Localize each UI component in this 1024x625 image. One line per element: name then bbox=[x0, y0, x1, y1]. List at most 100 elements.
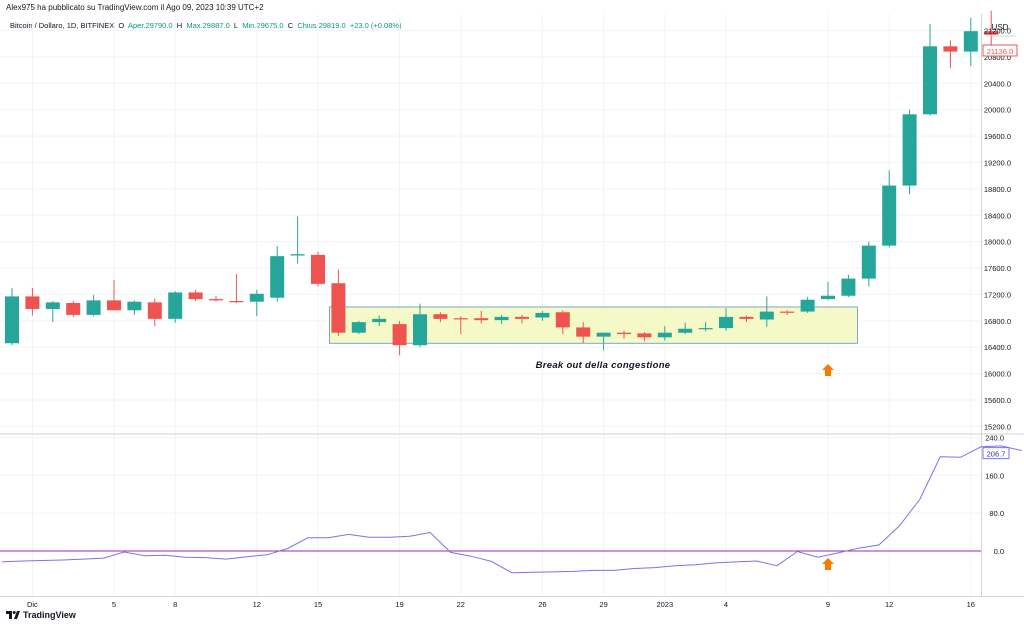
time-tick-label: 29 bbox=[599, 600, 607, 609]
candle-body bbox=[821, 295, 835, 300]
candle-body bbox=[413, 314, 427, 346]
annotation-breakout: Break out della congestione bbox=[536, 360, 671, 371]
tradingview-logo-icon bbox=[6, 611, 20, 619]
candle-body bbox=[209, 299, 223, 301]
price-tick-label: 16800.0 bbox=[984, 317, 1011, 326]
symbol-legend: Bitcoin / Dollaro, 1D, BITFINEX O Aper.2… bbox=[10, 21, 402, 30]
time-tick-label: 9 bbox=[826, 600, 830, 609]
candle-body bbox=[535, 312, 550, 318]
candle-body bbox=[576, 327, 591, 337]
candle-body bbox=[351, 322, 366, 333]
candle-body bbox=[147, 302, 162, 319]
candle-body bbox=[168, 292, 183, 319]
time-tick-label: 26 bbox=[538, 600, 546, 609]
price-tick-label: 18800.0 bbox=[984, 185, 1011, 194]
time-tick-label: 12 bbox=[885, 600, 893, 609]
candle-body bbox=[902, 114, 917, 186]
price-tick-label: 16000.0 bbox=[984, 370, 1011, 379]
candle-body bbox=[923, 46, 937, 115]
close-value: Chius.29819.0 bbox=[297, 21, 346, 30]
time-tick-label: Dic bbox=[27, 600, 38, 609]
candle-body bbox=[372, 318, 387, 323]
candle-body bbox=[229, 301, 244, 303]
price-tick-label: 19200.0 bbox=[984, 158, 1011, 167]
candle-body bbox=[515, 316, 529, 319]
price-tick-label: 20000.0 bbox=[984, 106, 1011, 115]
candle-body bbox=[637, 333, 652, 338]
candle-body bbox=[290, 254, 305, 256]
candle-body bbox=[943, 46, 958, 52]
candle-body bbox=[249, 293, 264, 302]
last-price-box bbox=[982, 44, 1018, 57]
price-tick-label: 15200.0 bbox=[984, 422, 1011, 431]
candle-body bbox=[270, 256, 285, 298]
open-letter: O bbox=[118, 21, 125, 30]
candle-body bbox=[963, 31, 978, 52]
high-value: Max.29887.0 bbox=[186, 21, 230, 30]
candle-body bbox=[617, 332, 631, 335]
indicator-tick-label: 240.0 bbox=[985, 433, 1004, 442]
candle-body bbox=[474, 318, 489, 321]
time-tick-label: 22 bbox=[457, 600, 465, 609]
candle-body bbox=[331, 283, 346, 333]
candle-body bbox=[494, 316, 509, 321]
candle-body bbox=[698, 328, 713, 330]
candle-body bbox=[66, 303, 81, 315]
candle-body bbox=[882, 185, 897, 246]
candle-body bbox=[984, 31, 999, 35]
tradingview-logo-text: TradingView bbox=[23, 610, 76, 620]
candle-body bbox=[657, 332, 672, 338]
candles bbox=[5, 10, 999, 356]
indicator-line bbox=[1, 445, 1022, 574]
candle-body bbox=[739, 316, 754, 319]
candle-body bbox=[678, 328, 693, 333]
indicator-axis: 240.0 160.0 80.0 0.0 bbox=[985, 433, 1004, 556]
candle-body bbox=[453, 318, 468, 320]
candle-body bbox=[45, 302, 60, 309]
close-letter: C bbox=[287, 21, 294, 30]
candle-body bbox=[861, 245, 876, 279]
price-tick-label: 18400.0 bbox=[984, 211, 1011, 220]
price-axis: 21200.0 20800.0 20400.0 20000.0 19600.0 19200… bbox=[984, 26, 1011, 431]
candle-body bbox=[555, 312, 570, 328]
indicator-tick-label: 80.0 bbox=[989, 509, 1004, 518]
candle-body bbox=[433, 314, 448, 319]
time-tick-label: 4 bbox=[724, 600, 728, 609]
tradingview-footer: TradingView bbox=[6, 610, 76, 620]
time-tick-label: 8 bbox=[173, 600, 177, 609]
candle-body bbox=[107, 300, 121, 311]
time-tick-label: 15 bbox=[314, 600, 322, 609]
price-tick-label: 17600.0 bbox=[984, 264, 1011, 273]
indicator-last-box bbox=[982, 447, 1010, 460]
candle-body bbox=[719, 316, 733, 329]
gridlines bbox=[0, 14, 981, 596]
indicator-tick-label: 0.0 bbox=[994, 547, 1004, 556]
price-tick-label: 21200.0 bbox=[984, 26, 1011, 35]
price-tick-label: 20800.0 bbox=[984, 53, 1011, 62]
candle-body bbox=[392, 324, 407, 346]
time-tick-label: 16 bbox=[967, 600, 975, 609]
price-tick-label: 15600.0 bbox=[984, 396, 1011, 405]
congestion-zone bbox=[328, 306, 858, 344]
candle-body bbox=[800, 299, 815, 312]
price-tick-label: 17200.0 bbox=[984, 290, 1011, 299]
price-tick-label: 20400.0 bbox=[984, 79, 1011, 88]
candle-body bbox=[25, 296, 40, 309]
candle-body bbox=[841, 278, 856, 296]
time-tick-label: 2023 bbox=[656, 600, 673, 609]
candle-body bbox=[596, 332, 611, 337]
last-price-label: 21136.0 bbox=[987, 47, 1014, 56]
indicator-last-label: 206.7 bbox=[987, 450, 1006, 459]
breakout-arrow-icon bbox=[822, 364, 834, 376]
candle-body bbox=[5, 296, 19, 344]
low-letter: L bbox=[233, 21, 239, 30]
time-tick-label: 12 bbox=[253, 600, 261, 609]
candle-body bbox=[86, 300, 101, 315]
price-tick-label: 16400.0 bbox=[984, 343, 1011, 352]
candle-body bbox=[780, 311, 795, 313]
candle-body bbox=[188, 292, 203, 300]
publisher-header: Alex975 ha pubblicato su TradingView.com… bbox=[6, 3, 264, 12]
candle-body bbox=[311, 254, 325, 284]
time-tick-label: 19 bbox=[395, 600, 403, 609]
